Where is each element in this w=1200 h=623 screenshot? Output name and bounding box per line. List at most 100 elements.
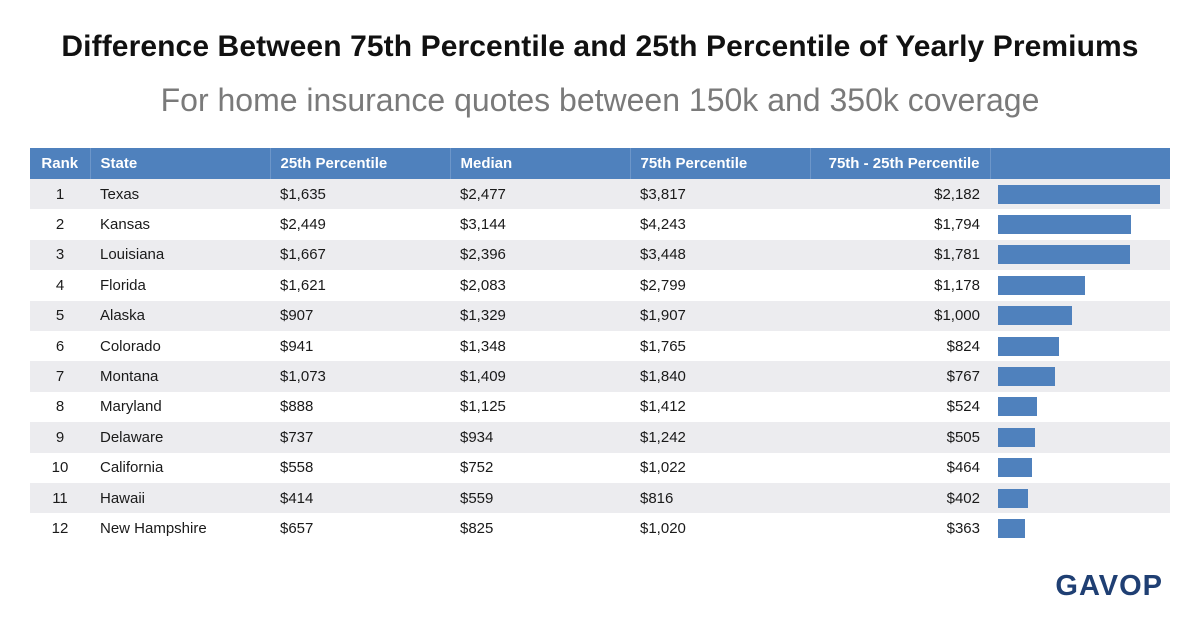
rank-cell: 9	[55, 428, 65, 446]
p75-cell: $1,840	[640, 368, 686, 386]
p25-cell: $941	[280, 337, 314, 355]
bar-cell	[990, 392, 1170, 422]
p75-cell: $2,799	[640, 276, 686, 294]
difference-cell: $464	[946, 459, 980, 477]
header-rank: Rank	[30, 148, 91, 179]
state-cell: Florida	[100, 276, 146, 294]
bar-cell	[990, 240, 1170, 270]
difference-cell: $505	[946, 428, 980, 446]
p75-cell: $1,907	[640, 307, 686, 325]
rank-cell: 12	[51, 519, 69, 537]
difference-cell: $402	[946, 489, 980, 507]
p25-cell: $1,635	[280, 185, 326, 203]
p75-cell: $1,412	[640, 398, 686, 416]
state-cell: Colorado	[100, 337, 161, 355]
p25-cell: $558	[280, 459, 314, 477]
median-cell: $825	[460, 519, 494, 537]
bar-cell	[990, 179, 1170, 209]
rank-cell: 6	[55, 337, 65, 355]
state-cell: California	[100, 459, 164, 477]
difference-bar	[998, 306, 1072, 326]
difference-bar	[998, 397, 1037, 417]
table-row: 2 Kansas $2,449 $3,144 $4,243 $1,794	[30, 209, 1170, 240]
p25-cell: $888	[280, 398, 314, 416]
bar-cell	[990, 361, 1170, 391]
median-cell: $2,477	[460, 185, 506, 203]
table-row: 10 California $558 $752 $1,022 $464	[30, 452, 1170, 483]
premium-table: Rank State 25th Percentile Median 75th P…	[30, 148, 1170, 544]
median-cell: $3,144	[460, 216, 506, 234]
p25-cell: $1,073	[280, 368, 326, 386]
bar-cell	[990, 513, 1170, 543]
state-cell: Maryland	[100, 398, 162, 416]
state-cell: Texas	[100, 185, 140, 203]
difference-bar	[998, 336, 1059, 356]
difference-bar	[998, 184, 1160, 204]
p75-cell: $1,022	[640, 459, 686, 477]
state-cell: New Hampshire	[100, 519, 207, 537]
difference-cell: $1,000	[934, 307, 980, 325]
chart-title: Difference Between 75th Percentile and 2…	[61, 30, 1139, 63]
difference-cell: $524	[946, 398, 980, 416]
state-cell: Hawaii	[100, 489, 146, 507]
p75-cell: $3,817	[640, 185, 686, 203]
median-cell: $2,396	[460, 246, 506, 264]
median-cell: $1,409	[460, 368, 506, 386]
bar-cell	[990, 270, 1170, 300]
table-row: 9 Delaware $737 $934 $1,242 $505	[30, 422, 1170, 453]
difference-cell: $363	[946, 519, 980, 537]
p25-cell: $737	[280, 428, 314, 446]
state-cell: Kansas	[100, 216, 151, 234]
table-row: 11 Hawaii $414 $559 $816 $402	[30, 482, 1170, 514]
chart-subtitle: For home insurance quotes between 150k a…	[160, 82, 1040, 118]
bar-cell	[990, 453, 1170, 483]
header-25th-percentile: 25th Percentile	[270, 148, 451, 179]
table-row: 5 Alaska $907 $1,329 $1,907 $1,000	[30, 300, 1170, 331]
rank-cell: 1	[55, 185, 65, 203]
rank-cell: 5	[55, 307, 65, 325]
median-cell: $559	[460, 489, 494, 507]
table-row: 8 Maryland $888 $1,125 $1,412 $524	[30, 391, 1170, 423]
state-cell: Alaska	[100, 307, 146, 325]
table-row: 4 Florida $1,621 $2,083 $2,799 $1,178	[30, 270, 1170, 301]
p25-cell: $1,667	[280, 246, 326, 264]
difference-bar	[998, 458, 1032, 478]
median-cell: $752	[460, 459, 494, 477]
difference-cell: $1,781	[934, 246, 980, 264]
rank-cell: 4	[55, 276, 65, 294]
header-difference: 75th - 25th Percentile	[810, 148, 991, 179]
table-row: 3 Louisiana $1,667 $2,396 $3,448 $1,781	[30, 239, 1170, 271]
table-row: 1 Texas $1,635 $2,477 $3,817 $2,182	[30, 179, 1170, 210]
p25-cell: $2,449	[280, 216, 326, 234]
p75-cell: $3,448	[640, 246, 686, 264]
rank-cell: 8	[55, 398, 65, 416]
p75-cell: $1,242	[640, 428, 686, 446]
header-state: State	[90, 148, 271, 179]
difference-bar	[998, 245, 1130, 265]
rank-cell: 3	[55, 246, 65, 264]
difference-bar	[998, 215, 1131, 235]
rank-cell: 2	[55, 216, 65, 234]
p25-cell: $1,621	[280, 276, 326, 294]
median-cell: $934	[460, 428, 494, 446]
difference-cell: $1,794	[934, 216, 980, 234]
median-cell: $1,348	[460, 337, 506, 355]
state-cell: Montana	[100, 368, 159, 386]
median-cell: $1,329	[460, 307, 506, 325]
p75-cell: $1,020	[640, 519, 686, 537]
table-header-row: Rank State 25th Percentile Median 75th P…	[30, 148, 1170, 179]
rank-cell: 7	[55, 368, 65, 386]
bar-cell	[990, 483, 1170, 513]
median-cell: $2,083	[460, 276, 506, 294]
bar-cell	[990, 422, 1170, 452]
difference-bar	[998, 367, 1055, 387]
p25-cell: $907	[280, 307, 314, 325]
bar-cell	[990, 301, 1170, 331]
p25-cell: $657	[280, 519, 314, 537]
difference-cell: $1,178	[934, 276, 980, 294]
difference-cell: $767	[946, 368, 980, 386]
table-row: 6 Colorado $941 $1,348 $1,765 $824	[30, 330, 1170, 362]
p75-cell: $4,243	[640, 216, 686, 234]
state-cell: Delaware	[100, 428, 164, 446]
header-bar	[990, 148, 1170, 179]
